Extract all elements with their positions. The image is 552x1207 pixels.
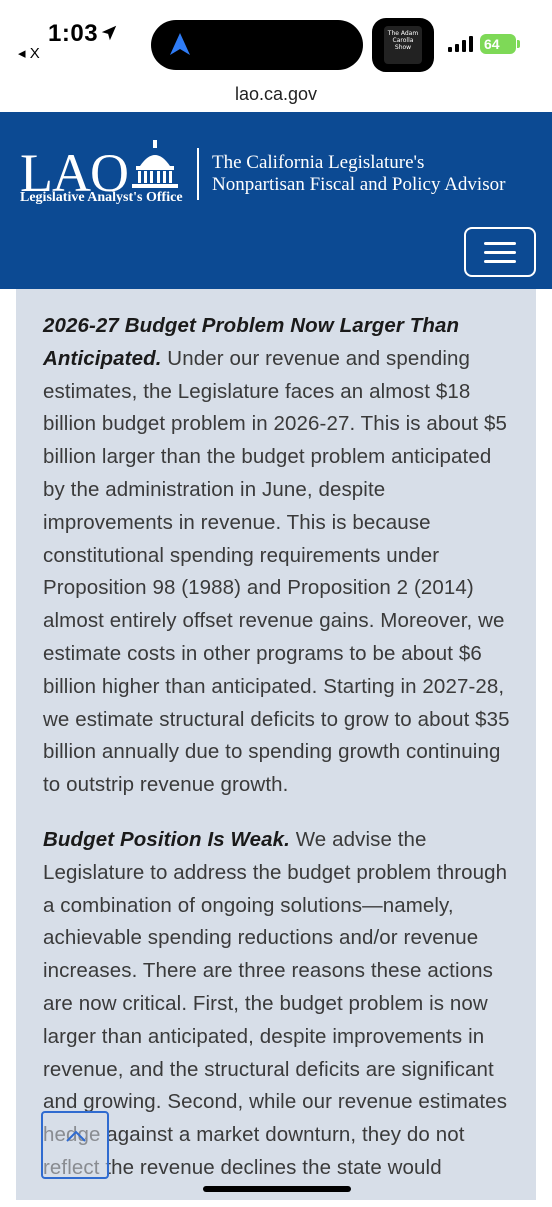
summary-text: 2026-27 Budget Problem Now Larger Than A… [43, 310, 515, 1207]
hamburger-menu-icon [484, 251, 516, 254]
hamburger-menu-icon [484, 260, 516, 263]
paragraph-heading: 2026-27 Budget Problem Now Larger Than A… [43, 314, 460, 370]
paragraph-heading: Budget Position Is Weak. [43, 827, 290, 851]
now-playing-artwork[interactable]: The Adam Carolla Show [372, 18, 434, 72]
battery-tip [517, 40, 520, 48]
location-arrow-icon [101, 25, 117, 41]
status-bar: 1:03 ◂ X The Adam Carolla Show 64 lao.ca… [0, 0, 552, 104]
lao-logo-text[interactable]: LAO [20, 143, 129, 203]
hamburger-menu-button[interactable] [464, 227, 536, 277]
header-divider [197, 148, 199, 200]
address-bar-url[interactable]: lao.ca.gov [234, 84, 318, 104]
hamburger-menu-icon [484, 242, 516, 245]
paragraph-body: Under our revenue and spending estimates… [43, 346, 510, 797]
main-content [0, 289, 552, 1200]
navigation-arrow-icon [170, 33, 190, 55]
chevron-up-icon [66, 1130, 86, 1142]
tagline-line-2: Nonpartisan Fiscal and Policy Advisor [212, 174, 506, 195]
capitol-dome-icon [132, 140, 178, 188]
tagline-line-1: The California Legislature's [212, 152, 425, 173]
scroll-to-top-button[interactable] [41, 1111, 109, 1179]
back-to-app-link[interactable]: ◂ X [18, 45, 40, 62]
paragraph-body: We advise the Legislature to address the… [43, 827, 508, 1179]
dynamic-island[interactable] [151, 20, 363, 70]
battery-level: 64 [480, 34, 516, 54]
header-tagline: The California Legislature's Nonpartisan… [212, 152, 505, 196]
artwork-label: The Adam Carolla Show [384, 26, 422, 64]
paragraph-budget-problem: 2026-27 Budget Problem Now Larger Than A… [43, 310, 515, 802]
lao-logo-subtitle: Legislative Analyst's Office [20, 190, 183, 205]
summary-panel [16, 289, 536, 1200]
paragraph-budget-position: Budget Position Is Weak. We advise the L… [43, 824, 515, 1185]
site-header: LAO Legislative Analyst's Office The Cal… [0, 112, 552, 289]
home-indicator[interactable] [203, 1186, 351, 1192]
cellular-signal-icon [448, 36, 473, 52]
status-time: 1:03 [48, 20, 99, 47]
